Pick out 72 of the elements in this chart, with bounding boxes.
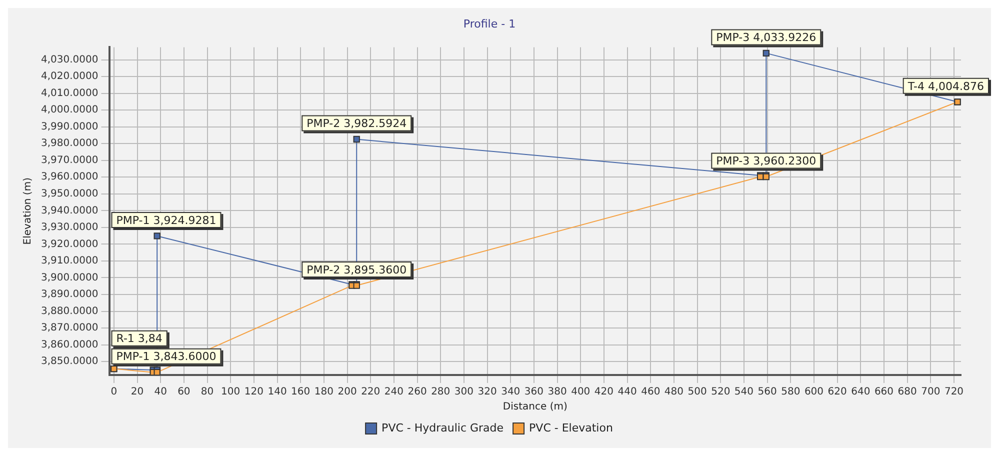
x-tick-label: 100	[221, 386, 240, 398]
y-tick-label: 3,950.0000	[40, 188, 98, 200]
annotation: PMP-1 3,843.6000	[116, 350, 216, 364]
y-tick-label: 3,860.0000	[40, 339, 98, 350]
y-tick-label: 3,920.0000	[40, 238, 98, 250]
x-tick-label: 180	[314, 386, 334, 398]
y-tick-label: 3,970.0000	[40, 154, 98, 166]
x-tick-label: 200	[338, 386, 357, 398]
y-tick-label: 4,000.0000	[40, 104, 98, 116]
point	[154, 232, 160, 240]
x-axis-title: Distance (m)	[502, 402, 568, 413]
y-tick-label: 4,010.0000	[40, 88, 98, 99]
y-tick-label: 4,020.0000	[40, 71, 98, 82]
x-tick-label: 420	[594, 386, 614, 398]
x-tick-label: 360	[524, 386, 544, 398]
annotation: PMP-1 3,924.9281	[116, 214, 216, 227]
point	[353, 136, 360, 143]
y-tick-label: 3,940.0000	[40, 205, 98, 216]
x-tick-label: 240	[384, 386, 404, 398]
annotation: T-4 4,004.876	[906, 80, 984, 93]
x-tick-label: 480	[664, 386, 684, 398]
x-tick-label: 680	[898, 386, 917, 398]
x-tick-label: 340	[501, 386, 520, 398]
x-tick-label: 640	[851, 386, 870, 398]
x-tick-label: 660	[874, 386, 894, 398]
y-tick-label: 3,910.0000	[40, 256, 98, 267]
x-tick-label: 40	[154, 386, 167, 398]
x-tick-label: 580	[781, 386, 800, 398]
x-tick-label: 280	[431, 386, 450, 398]
x-tick-label: 520	[711, 386, 730, 398]
y-tick-label: 3,850.0000	[40, 356, 98, 368]
y-tick-label: 3,990.0000	[40, 121, 98, 132]
y-tick-label: 3,960.0000	[40, 172, 98, 183]
x-tick-label: 80	[200, 386, 214, 398]
y-tick-label: 4,030.0000	[40, 54, 98, 66]
annotation: PMP-3 4,033.9226	[716, 31, 816, 44]
x-tick-label: 400	[571, 386, 590, 398]
x-tick-label: 300	[454, 386, 474, 398]
annotation: R-1 3,84	[116, 332, 162, 346]
x-tick-label: 120	[244, 386, 264, 398]
legend-label: PVC - Hydraulic Grade	[382, 421, 504, 434]
annotation: PMP-2 3,982.5924	[306, 117, 407, 130]
y-tick-label: 3,880.0000	[40, 306, 98, 317]
x-tick-label: 720	[944, 386, 964, 398]
y-tick-label: 3,890.0000	[40, 289, 98, 300]
x-tick-label: 460	[641, 386, 660, 398]
x-tick-label: 20	[130, 386, 144, 398]
annotation: PMP-2 3,895.3600	[306, 263, 407, 276]
x-tick-label: 540	[734, 386, 754, 398]
legend-label: PVC - Elevation	[529, 421, 613, 434]
y-tick-label: 3,900.0000	[40, 272, 98, 284]
x-tick-label: 440	[618, 386, 637, 398]
x-tick-label: 0	[110, 386, 118, 398]
x-tick-label: 160	[291, 386, 310, 398]
annotation: PMP-3 3,960.2300	[716, 154, 816, 168]
x-tick-label: 60	[178, 386, 190, 398]
y-tick-label: 3,980.0000	[40, 138, 98, 150]
x-tick-label: 600	[804, 386, 824, 398]
x-tick-label: 560	[758, 386, 777, 398]
y-tick-label: 3,930.0000	[40, 222, 98, 234]
x-tick-label: 220	[361, 386, 380, 398]
x-tick-label: 620	[828, 386, 847, 398]
y-tick-label: 3,870.0000	[40, 322, 98, 334]
x-tick-label: 500	[688, 386, 707, 398]
y-axis-title: Elevation (m)	[22, 177, 34, 245]
x-tick-label: 320	[478, 386, 497, 398]
point	[762, 50, 770, 57]
chart-title: Profile - 1	[463, 17, 516, 30]
x-tick-label: 260	[408, 386, 427, 398]
x-tick-label: 380	[548, 386, 567, 398]
x-tick-label: 700	[921, 386, 940, 398]
x-tick-label: 140	[268, 386, 287, 398]
